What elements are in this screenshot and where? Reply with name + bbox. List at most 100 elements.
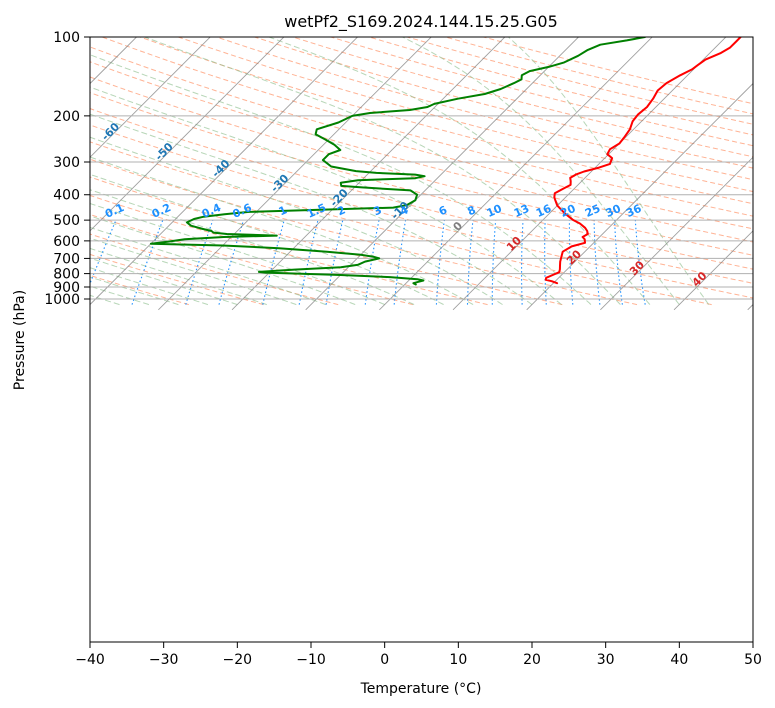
- x-tick-label: 20: [523, 652, 541, 668]
- temperature-line: [544, 37, 742, 285]
- mixing-ratio-line: [593, 220, 601, 305]
- mixing-ratio-label: 30: [604, 202, 624, 220]
- chart-title: wetPf2_S169.2024.144.15.25.G05: [284, 12, 558, 32]
- isotherm-line: [158, 37, 432, 311]
- dry-adiabat-line: [445, 37, 753, 115]
- mixing-ratio-label: 25: [583, 202, 602, 220]
- isotherm-line: [600, 156, 753, 311]
- mixing-ratio-line: [364, 219, 380, 305]
- x-tick-label: 50: [744, 652, 762, 668]
- dry-adiabat-line: [139, 37, 753, 205]
- moist-adiabat-line: [90, 226, 326, 306]
- dry-adiabat-line: [292, 37, 753, 158]
- x-tick-label: −30: [149, 652, 179, 668]
- moist-adiabat-line: [90, 237, 297, 306]
- isotherm-line: [90, 37, 138, 85]
- isotherm-label: -80: [0, 80, 15, 103]
- isotherm-label: 40: [690, 269, 710, 289]
- moist-adiabat-line: [268, 37, 651, 305]
- mixing-ratio-label: 16: [534, 202, 554, 220]
- mixing-ratio-label: 36: [624, 202, 644, 220]
- y-axis-label: Pressure (hPa): [12, 290, 28, 390]
- mixing-ratio-label: 3: [371, 203, 383, 218]
- dry-adiabat-line: [90, 141, 712, 306]
- dry-adiabat-line: [90, 46, 753, 230]
- isotherm-label: -60: [99, 120, 122, 143]
- mixing-ratio-line: [544, 220, 547, 305]
- moist-adiabat-line: [402, 37, 680, 305]
- x-tick-label: −40: [75, 652, 105, 668]
- moist-adiabat-line: [90, 189, 415, 306]
- mixing-ratio-line: [325, 219, 344, 305]
- isotherm-line: [0, 25, 1, 310]
- mixing-ratio-label: 20: [558, 202, 578, 220]
- moist-adiabat-line: [90, 156, 474, 306]
- isotherm-line: [452, 37, 727, 311]
- isotherm-label: -50: [153, 140, 176, 163]
- mixing-ratio-label: 6: [437, 203, 450, 218]
- isotherm-line: [231, 37, 506, 311]
- isotherm-line: [90, 37, 359, 306]
- y-tick-label: 100: [53, 30, 80, 46]
- isotherm-label: -30: [268, 172, 291, 195]
- pressure-gridlines: [90, 37, 753, 300]
- y-tick-label: 800: [53, 267, 80, 283]
- dry-adiabat-line: [90, 124, 753, 299]
- isotherm-label: -40: [209, 157, 232, 180]
- x-tick-label: 10: [449, 652, 467, 668]
- mixing-ratio-label: 2: [335, 203, 347, 218]
- dry-adiabat-line: [254, 37, 753, 169]
- dry-adiabat-line: [90, 108, 753, 284]
- dry-adiabat-line: [90, 158, 638, 306]
- isotherm-line: [526, 82, 753, 311]
- x-axis-label: Temperature (°C): [360, 681, 482, 697]
- plot-frame: [89, 36, 754, 643]
- dry-adiabat-line: [101, 37, 753, 217]
- moist-adiabat-line: [90, 86, 562, 305]
- moist-adiabat-line: [90, 202, 385, 306]
- mixing-ratio-label: 0.1: [103, 201, 126, 221]
- dry-adiabats: [90, 37, 753, 306]
- moist-adiabat-line: [508, 37, 710, 305]
- dry-adiabat-line: [90, 274, 189, 306]
- y-tick-label: 500: [53, 213, 80, 229]
- mixing-ratio-line: [466, 220, 474, 305]
- y-tick-label: 700: [53, 251, 80, 267]
- x-tick-label: 30: [597, 652, 615, 668]
- moist-adiabats: [90, 37, 710, 306]
- isotherms: [0, 25, 753, 311]
- moist-adiabat-line: [144, 37, 621, 305]
- y-tick-label: 900: [53, 280, 80, 296]
- mixing-ratio-label: 0.2: [150, 201, 173, 221]
- moist-adiabat-line: [90, 267, 209, 306]
- isotherm-label: 10: [504, 234, 524, 254]
- dry-adiabat-line: [216, 37, 753, 181]
- moist-adiabat-line: [90, 215, 356, 306]
- mixing-ratio-label: 8: [465, 203, 477, 218]
- dry-adiabat-line: [90, 194, 488, 306]
- mixing-ratio-line: [568, 220, 574, 305]
- moist-adiabat-line: [90, 113, 533, 306]
- moist-adiabat-line: [90, 136, 503, 306]
- x-tick-label: 0: [380, 652, 389, 668]
- dry-adiabat-line: [90, 176, 563, 306]
- mixing-ratio-line: [491, 220, 497, 305]
- dry-adiabat-line: [178, 37, 753, 193]
- x-axis: −40 −30 −20 −10 0 10 20 30 40 50: [75, 642, 762, 668]
- y-tick-label: 600: [53, 234, 80, 250]
- y-tick-label: 200: [53, 109, 80, 125]
- moist-adiabat-line: [90, 257, 238, 306]
- isotherm-line: [90, 37, 285, 232]
- y-tick-label: 1000: [44, 292, 80, 308]
- moist-adiabat-line: [90, 54, 592, 305]
- x-tick-label: 40: [670, 652, 688, 668]
- dewpoint-line: [149, 37, 646, 286]
- dry-adiabat-line: [90, 61, 753, 243]
- mixing-ratio-line: [435, 220, 445, 305]
- y-tick-label: 300: [53, 155, 80, 171]
- x-tick-label: −10: [296, 652, 326, 668]
- mixing-ratio-line: [185, 219, 214, 305]
- isotherm-line: [673, 230, 753, 311]
- dry-adiabat-line: [330, 37, 753, 147]
